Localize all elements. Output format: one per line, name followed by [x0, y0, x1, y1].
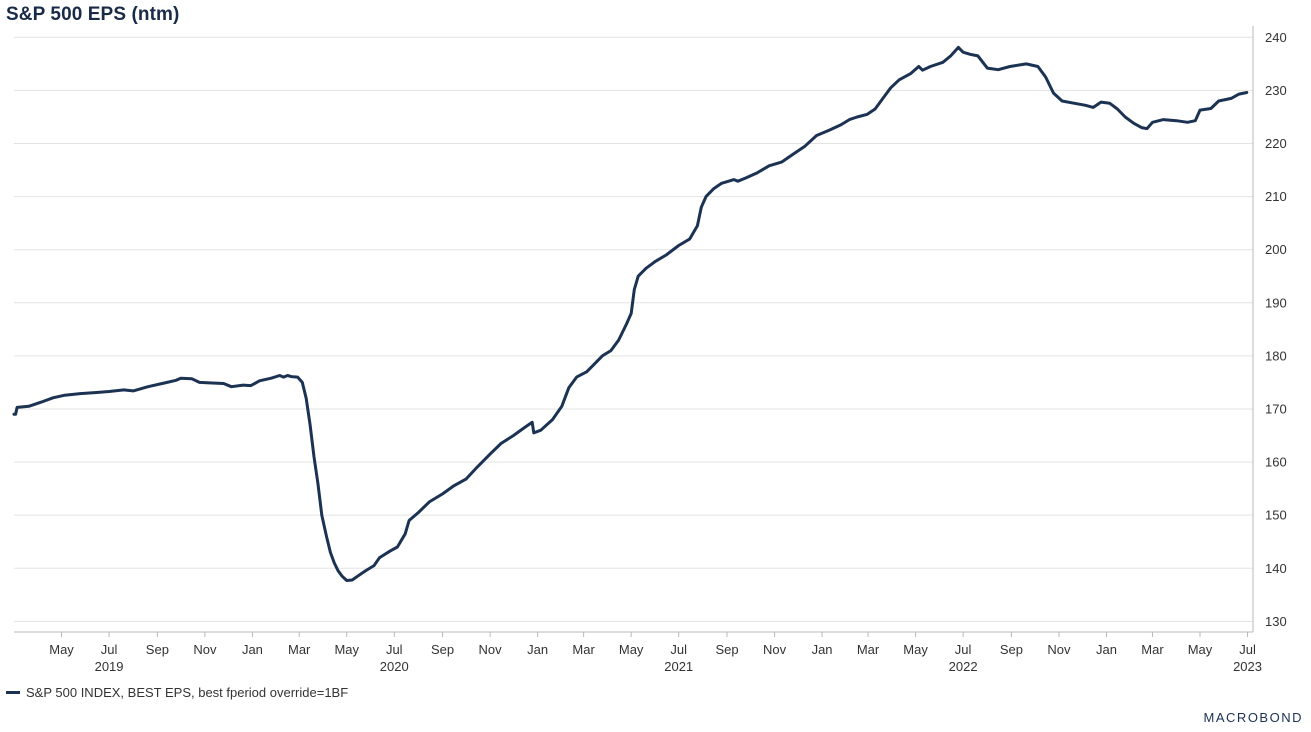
x-tick-label: Jul — [955, 642, 972, 657]
x-tick-label: Nov — [193, 642, 217, 657]
x-tick-label: Jan — [242, 642, 263, 657]
y-tick-label: 240 — [1265, 30, 1287, 45]
x-tick-label: Jul — [1239, 642, 1256, 657]
x-tick-label: Nov — [479, 642, 503, 657]
x-tick-label: Sep — [431, 642, 454, 657]
series-group — [12, 45, 1249, 582]
x-tick-label: May — [1188, 642, 1213, 657]
x-tick-label: Jul — [670, 642, 687, 657]
x-tick-label: May — [334, 642, 359, 657]
y-tick-label: 160 — [1265, 455, 1287, 470]
x-tick-label: Jul — [101, 642, 118, 657]
x-tick-label: Mar — [288, 642, 311, 657]
x-tick-label: Jul — [386, 642, 403, 657]
x-tick-label: Sep — [715, 642, 738, 657]
x-tick-label: Mar — [857, 642, 880, 657]
legend-swatch — [6, 691, 20, 694]
x-tick-label: May — [619, 642, 644, 657]
x-axis: May Jul Sep Nov Jan Mar May Jul Sep Nov Jan Mar May J… — [14, 631, 1262, 674]
legend: S&P 500 INDEX, BEST EPS, best fperiod ov… — [6, 685, 348, 700]
x-tick-label: Jan — [812, 642, 833, 657]
x-year-label: 2022 — [949, 659, 978, 674]
x-tick-label: Nov — [1047, 642, 1071, 657]
y-tick-label: 150 — [1265, 508, 1287, 523]
y-tick-label: 230 — [1265, 83, 1287, 98]
y-tick-label: 210 — [1265, 189, 1287, 204]
y-tick-label: 200 — [1265, 242, 1287, 257]
y-tick-label: 130 — [1265, 614, 1287, 629]
x-tick-label: Jan — [527, 642, 548, 657]
macrobond-logo: MACROBOND — [1203, 710, 1303, 725]
x-tick-label: Sep — [1000, 642, 1023, 657]
x-tick-label: Nov — [763, 642, 787, 657]
y-tick-label: 190 — [1265, 295, 1287, 310]
x-year-label: 2019 — [95, 659, 124, 674]
x-year-label: 2020 — [380, 659, 409, 674]
x-tick-label: Sep — [146, 642, 169, 657]
x-tick-label: May — [903, 642, 928, 657]
chart-title: S&P 500 EPS (ntm) — [6, 4, 180, 25]
x-tick-label: Jan — [1096, 642, 1117, 657]
y-tick-label: 180 — [1265, 348, 1287, 363]
x-tick-label: Mar — [1141, 642, 1164, 657]
x-tick-label: Mar — [572, 642, 595, 657]
series-line — [12, 45, 1249, 582]
x-year-label: 2021 — [664, 659, 693, 674]
x-tick-label: May — [49, 642, 74, 657]
grid-lines — [14, 36, 1253, 622]
legend-label: S&P 500 INDEX, BEST EPS, best fperiod ov… — [26, 685, 349, 700]
y-tick-label: 220 — [1265, 136, 1287, 151]
x-year-label: 2023 — [1233, 659, 1262, 674]
y-tick-label: 170 — [1265, 401, 1287, 416]
y-tick-label: 140 — [1265, 561, 1287, 576]
y-axis: 130 140 150 160 170 180 190 200 210 220 230 240 — [1252, 26, 1287, 632]
